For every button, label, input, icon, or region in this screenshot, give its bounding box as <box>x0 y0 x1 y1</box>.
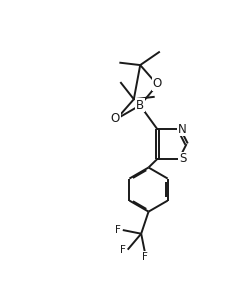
Text: F: F <box>120 245 126 255</box>
Text: S: S <box>179 152 186 166</box>
Text: O: O <box>111 112 120 125</box>
Text: N: N <box>178 123 186 136</box>
Text: F: F <box>142 252 148 262</box>
Text: B: B <box>136 99 144 112</box>
Text: O: O <box>153 77 162 90</box>
Text: F: F <box>115 225 121 235</box>
